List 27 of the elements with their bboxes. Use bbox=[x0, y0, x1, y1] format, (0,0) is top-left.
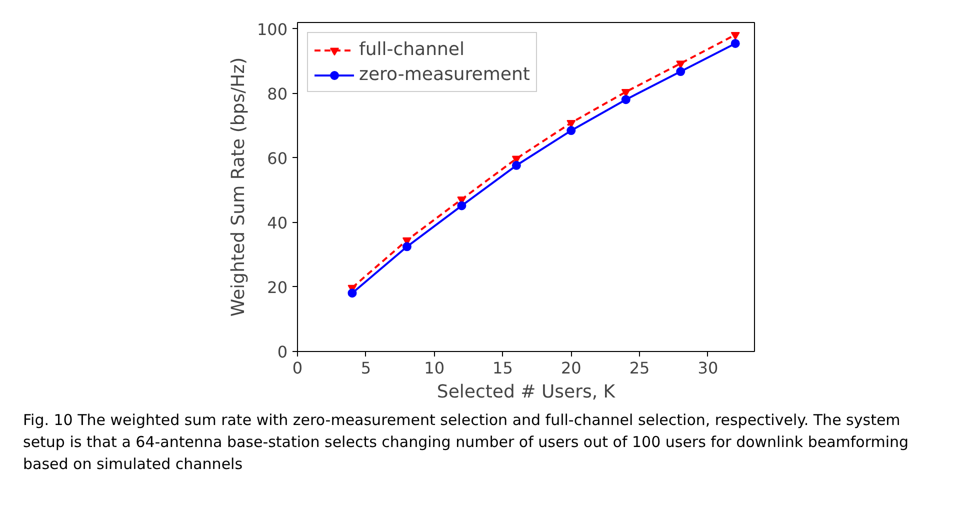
y-tick-label: 80 bbox=[267, 84, 288, 104]
x-tick-label: 10 bbox=[424, 358, 445, 378]
point bbox=[566, 126, 576, 136]
legend-label: zero-measurement bbox=[359, 64, 530, 85]
x-axis-title: Selected # Users, K bbox=[436, 382, 616, 402]
point bbox=[621, 95, 630, 104]
y-axis-title: Weighted Sum Rate (bps/Hz) bbox=[228, 57, 249, 317]
y-tick-label: 0 bbox=[277, 342, 288, 362]
y-tick-label: 60 bbox=[267, 148, 288, 168]
point bbox=[730, 32, 740, 40]
y-tick-label: 40 bbox=[267, 213, 288, 232]
point bbox=[348, 288, 357, 298]
caption: Fig. 10 The weighted sum rate with zero-measurement selection and full-channel selection, respectively. The system setup is that a 64-antenna base-station selects changing number of users out of 100 users for downlink beamforming based on simulated channels bbox=[23, 410, 910, 474]
point bbox=[730, 38, 740, 48]
x-tick-label: 30 bbox=[698, 358, 718, 378]
point bbox=[457, 201, 466, 210]
point bbox=[402, 242, 412, 252]
x-tick-label: 25 bbox=[629, 358, 650, 378]
point bbox=[512, 160, 521, 170]
x-tick-label: 15 bbox=[492, 358, 513, 378]
legend-label: full-channel bbox=[359, 39, 464, 60]
y-tick-label: 100 bbox=[256, 20, 288, 39]
y-tick-label: 20 bbox=[267, 278, 288, 297]
x-tick-label: 0 bbox=[292, 358, 303, 378]
x-tick-label: 5 bbox=[360, 358, 372, 378]
x-tick-label: 20 bbox=[560, 358, 582, 378]
point bbox=[676, 67, 686, 76]
